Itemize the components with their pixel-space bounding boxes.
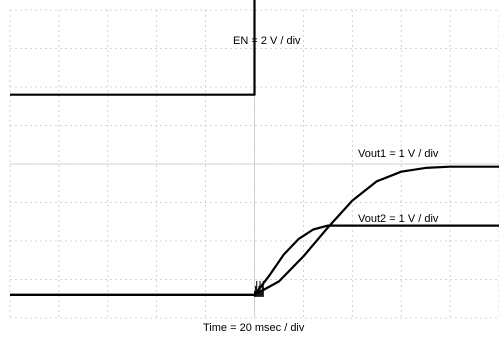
- switching-noise: [254, 280, 264, 297]
- vout2-label: Vout2 = 1 V / div: [358, 213, 439, 225]
- trace-vout1: [10, 165, 499, 296]
- en-label: EN = 2 V / div: [233, 35, 301, 47]
- vout1-label: Vout1 = 1 V / div: [358, 148, 439, 160]
- trace-en: [10, 0, 256, 96]
- grid: [9, 9, 499, 319]
- trace-vout2: [10, 224, 499, 296]
- traces: [10, 0, 499, 297]
- x-axis-label: Time = 20 msec / div: [203, 322, 305, 334]
